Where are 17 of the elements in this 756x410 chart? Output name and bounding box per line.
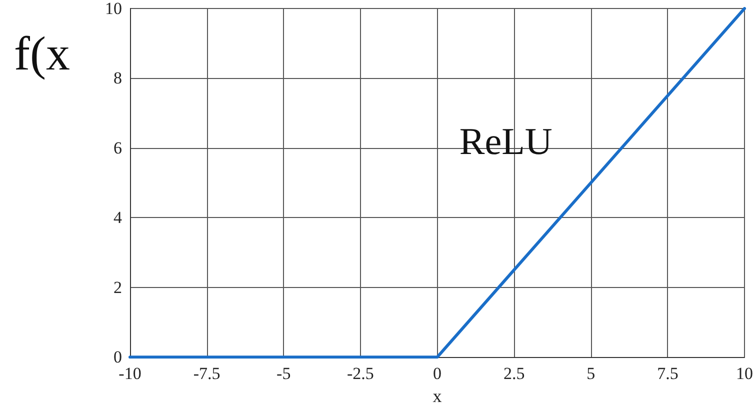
x-tick-label: 10: [736, 364, 753, 384]
x-tick-label: -7.5: [193, 364, 220, 384]
x-tick-label: 0: [433, 364, 442, 384]
x-tick-label: 2.5: [503, 364, 525, 384]
x-tick-label: -2.5: [346, 364, 374, 384]
y-tick-label: 6: [114, 138, 122, 158]
y-tick-label: 4: [114, 208, 122, 228]
x-tick-label: 5: [586, 364, 596, 384]
x-tick-label: 7.5: [657, 364, 678, 384]
y-tick-label: 8: [114, 68, 122, 88]
y-tick-label: 10: [105, 0, 122, 18]
y-tick-label: 2: [114, 278, 122, 297]
y-tick-label: 0: [114, 348, 122, 367]
x-tick-label: -10: [118, 364, 142, 384]
x-tick-label: -5: [276, 364, 291, 384]
x-axis-title: x: [432, 386, 442, 406]
y-axis-title: f(x: [14, 28, 70, 80]
